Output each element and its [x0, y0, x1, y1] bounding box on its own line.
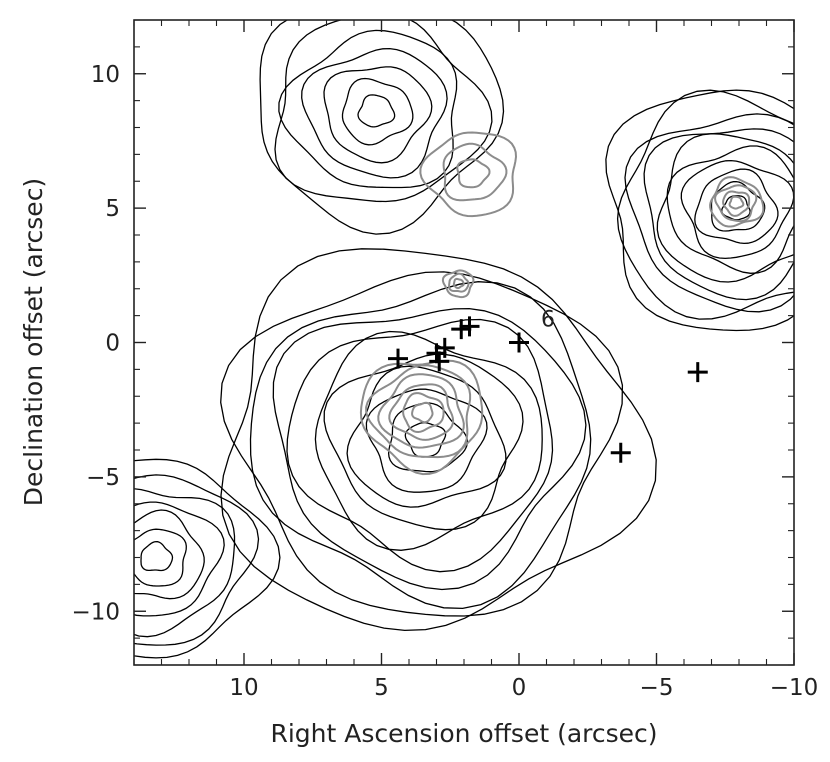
- contour-level: [272, 307, 587, 591]
- y-axis-label: Declination offset (arcsec): [19, 178, 48, 506]
- contour-level: [721, 195, 751, 221]
- contour-level: [301, 47, 448, 179]
- contour-level: [249, 281, 592, 610]
- contour-level: [134, 474, 260, 646]
- contour-level: [624, 113, 794, 313]
- contour-level: [616, 89, 794, 320]
- contour-level: [134, 509, 205, 600]
- contour-level: [411, 401, 434, 424]
- x-tick-label: 5: [374, 675, 389, 701]
- source-marker: [451, 319, 472, 340]
- y-tick-label: −10: [71, 599, 120, 625]
- y-tick-label: 0: [105, 331, 120, 357]
- contour-level: [357, 94, 396, 128]
- source-marker: [459, 316, 480, 337]
- contour-level: [220, 248, 657, 632]
- contour-level: [314, 330, 543, 551]
- y-tick-label: 5: [105, 196, 120, 222]
- contour-level: [456, 158, 491, 189]
- y-tick-label: 10: [91, 62, 120, 88]
- source-markers: [388, 316, 708, 463]
- contour-level: [346, 365, 507, 508]
- contour-level: [728, 195, 745, 210]
- source-marker: [429, 351, 450, 372]
- contour-level: [286, 318, 554, 573]
- contour-level: [323, 66, 433, 164]
- contour-level: [365, 364, 472, 459]
- contour-level: [694, 168, 779, 245]
- y-axis-ticks: 10 5 0 −5 −10: [71, 19, 794, 666]
- contour-level: [134, 458, 281, 659]
- contour-level: [278, 29, 458, 189]
- annotations: 6: [541, 307, 555, 332]
- contour-level: [377, 373, 465, 449]
- contour-level: [402, 392, 445, 434]
- contour-level: [134, 528, 187, 587]
- x-axis-label: Right Ascension offset (arcsec): [270, 719, 657, 748]
- contour-level: [323, 353, 524, 531]
- source-marker: [687, 362, 708, 383]
- plot-frame: [133, 19, 795, 666]
- contour-level: [656, 133, 794, 283]
- contour-level: [365, 388, 488, 493]
- source-marker: [434, 337, 455, 358]
- contours-gray: [359, 131, 765, 476]
- x-tick-label: −10: [770, 675, 819, 701]
- contour-level: [605, 89, 794, 332]
- contour-level: [722, 190, 751, 217]
- annotation-label: 6: [541, 307, 555, 332]
- contour-level: [359, 359, 484, 476]
- contour-level: [341, 77, 414, 146]
- contour-level: [680, 159, 794, 260]
- x-tick-label: 10: [229, 675, 258, 701]
- contour-level: [134, 488, 236, 638]
- x-tick-label: 0: [512, 675, 527, 701]
- contour-level: [441, 269, 475, 299]
- contour-level: [452, 277, 465, 290]
- contour-level: [709, 176, 765, 228]
- contour-level: [274, 20, 493, 203]
- contours-black: [134, 20, 794, 659]
- contour-level: [442, 142, 508, 202]
- contour-level: [388, 383, 455, 441]
- y-tick-label: −5: [86, 465, 120, 491]
- source-marker: [509, 332, 529, 353]
- x-axis-ticks: 10 5 0 −5 −10: [133, 20, 819, 701]
- contour-level: [714, 184, 758, 223]
- contour-level: [259, 20, 505, 235]
- x-tick-label: −5: [640, 675, 674, 701]
- contour-level: [220, 271, 624, 617]
- source-marker: [610, 442, 631, 463]
- source-marker: [388, 348, 408, 369]
- contour-level: [419, 131, 518, 218]
- contour-level: [448, 272, 470, 293]
- contour-level: [140, 540, 174, 572]
- contour-level: [666, 145, 794, 274]
- contour-level: [134, 501, 225, 617]
- contour-level: [643, 128, 794, 301]
